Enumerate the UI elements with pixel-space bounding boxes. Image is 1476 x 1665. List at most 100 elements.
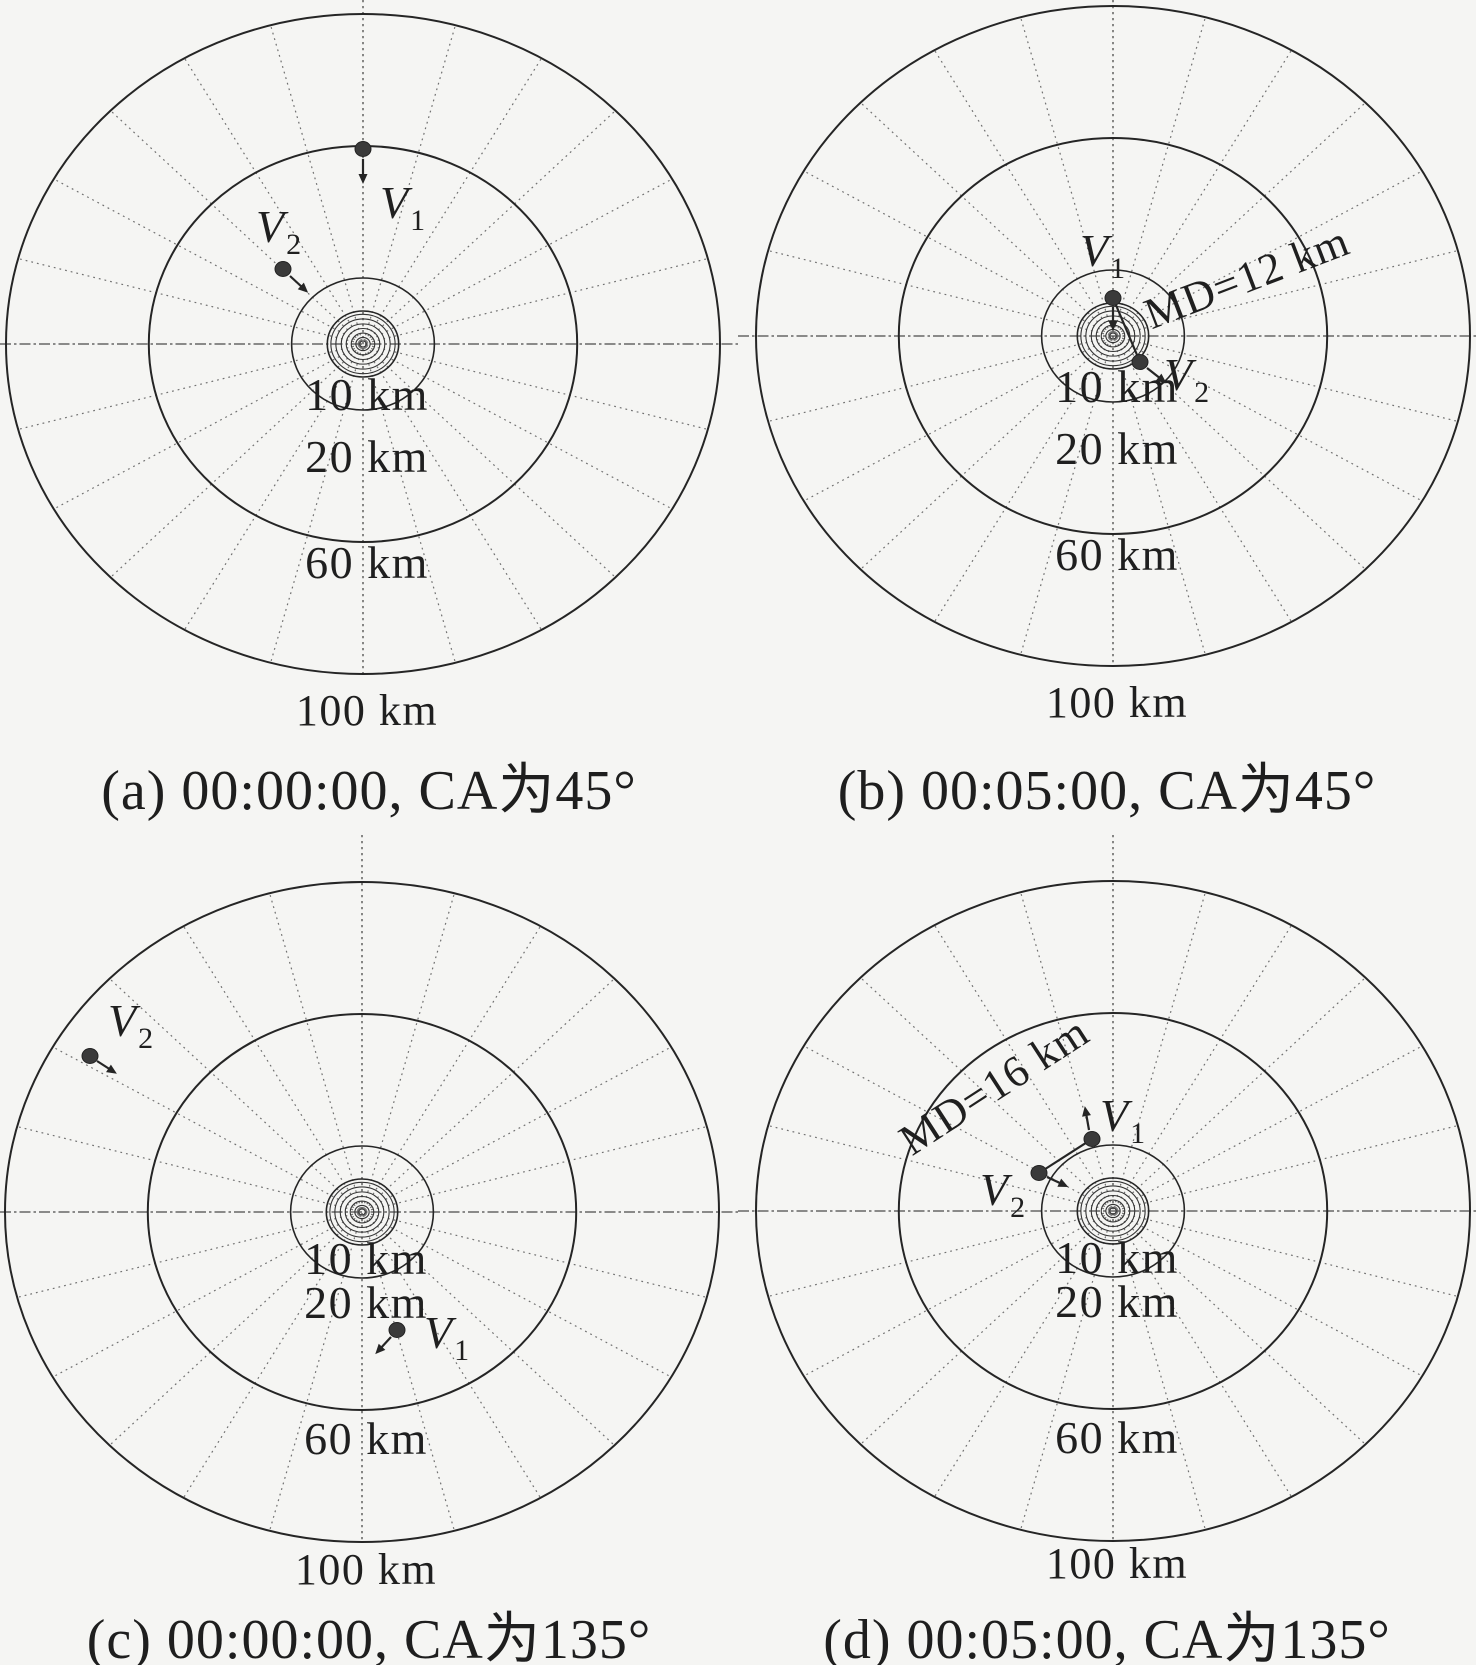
bearing-spoke-165deg xyxy=(1113,1214,1206,1530)
caption-panel-d: (d) 00:05:00, CA为135° xyxy=(823,1609,1391,1665)
aircraft-dot-V1 xyxy=(1083,1131,1101,1147)
bearing-spoke-300deg xyxy=(52,1046,360,1211)
inner-ring xyxy=(1100,1199,1126,1223)
heading-arrowhead-V2 xyxy=(1057,1178,1069,1187)
bearing-spoke-285deg xyxy=(768,250,1110,336)
miss-distance-line xyxy=(1038,1138,1093,1174)
aircraft-dot-V1 xyxy=(388,1322,406,1338)
aircraft-dot-V1 xyxy=(1104,290,1122,306)
bearing-spoke-105deg xyxy=(366,344,708,430)
caption-panel-b: (b) 00:05:00, CA为45° xyxy=(837,760,1377,822)
aircraft-label-V1: V1 xyxy=(380,177,425,237)
panel-a: 10 km 20 km 60 km 100 km V1 V2 xyxy=(0,0,738,735)
bearing-spoke-15deg xyxy=(1113,17,1206,333)
aircraft-label-V2: V2 xyxy=(256,201,301,261)
ring-label-60-km: 60 km xyxy=(304,1413,428,1464)
ring-label-10-km: 10 km xyxy=(305,369,429,420)
ring-label-20-km: 20 km xyxy=(304,1277,428,1328)
aircraft-dot-V2 xyxy=(274,261,292,277)
inner-ring xyxy=(334,1186,390,1238)
bearing-spoke-195deg xyxy=(269,1215,362,1531)
bearing-spoke-315deg xyxy=(109,978,360,1211)
inner-ring xyxy=(1105,1203,1121,1219)
bearing-spoke-195deg xyxy=(270,347,363,663)
bearing-spoke-75deg xyxy=(365,1126,707,1212)
bearing-spoke-300deg xyxy=(803,170,1111,335)
bearing-spoke-15deg xyxy=(1113,892,1206,1208)
aircraft-dot-V1 xyxy=(354,141,372,157)
bearing-spoke-345deg xyxy=(270,25,363,341)
bearing-spoke-165deg xyxy=(363,347,456,663)
ring-label-20-km: 20 km xyxy=(305,431,429,482)
heading-arrowhead-V2 xyxy=(297,282,309,293)
ring-label-10-km: 10 km xyxy=(1055,1232,1179,1283)
bearing-spoke-75deg xyxy=(1116,250,1458,336)
bearing-spoke-255deg xyxy=(768,1211,1110,1297)
range-ring-100km xyxy=(755,5,1471,667)
inner-ring xyxy=(1090,1190,1136,1232)
inner-ring xyxy=(1109,332,1117,340)
bearing-spoke-315deg xyxy=(110,110,361,343)
bearing-spoke-30deg xyxy=(363,925,542,1210)
range-ring-100km xyxy=(755,880,1471,1542)
bearing-spoke-300deg xyxy=(53,178,361,343)
inner-ring xyxy=(329,1181,395,1243)
ring-label-100-km: 100 km xyxy=(296,686,438,735)
heading-arrowhead-V1 xyxy=(375,1343,386,1355)
bearing-spoke-105deg xyxy=(1116,336,1458,422)
aircraft-dot-V2 xyxy=(1131,354,1149,370)
bearing-spoke-195deg xyxy=(1020,339,1113,655)
heading-arrowhead-V1 xyxy=(358,174,368,184)
inner-ring xyxy=(1080,305,1146,367)
bearing-spoke-195deg xyxy=(1020,1214,1113,1530)
bearing-spoke-330deg xyxy=(933,49,1112,334)
bearing-spoke-75deg xyxy=(1116,1125,1458,1211)
inner-ring xyxy=(1095,1194,1131,1228)
bearing-spoke-255deg xyxy=(17,1212,359,1298)
bearing-spoke-15deg xyxy=(363,25,456,341)
ring-label-10-km: 10 km xyxy=(304,1233,428,1284)
heading-arrowhead-V2 xyxy=(1155,373,1167,384)
bearing-spoke-285deg xyxy=(18,258,360,344)
range-ring-10km xyxy=(1076,1177,1150,1245)
aircraft-label-V2: V2 xyxy=(980,1164,1025,1224)
miss-distance-label: MD=12 km xyxy=(1138,216,1356,339)
bearing-spoke-75deg xyxy=(366,258,708,344)
bearing-spoke-255deg xyxy=(768,336,1110,422)
heading-arrowhead-V2 xyxy=(106,1064,117,1074)
bearing-spoke-165deg xyxy=(1113,339,1206,655)
bearing-spoke-165deg xyxy=(362,1215,455,1531)
bearing-spoke-315deg xyxy=(860,102,1111,335)
range-ring-20km xyxy=(1040,1144,1186,1278)
range-ring-10km xyxy=(325,1178,399,1246)
inner-ring xyxy=(349,1200,375,1224)
bearing-spoke-285deg xyxy=(17,1126,359,1212)
range-ring-60km xyxy=(146,1013,578,1411)
ring-label-100-km: 100 km xyxy=(1046,1539,1188,1588)
range-ring-10km xyxy=(326,310,400,378)
bearing-spoke-60deg xyxy=(364,1046,672,1211)
bearing-spoke-285deg xyxy=(768,1125,1110,1211)
inner-ring xyxy=(340,323,386,365)
bearing-spoke-255deg xyxy=(18,344,360,430)
bearing-spoke-345deg xyxy=(269,893,362,1209)
aircraft-dot-V2 xyxy=(81,1048,99,1064)
bearing-spoke-105deg xyxy=(1116,1211,1458,1297)
ring-label-100-km: 100 km xyxy=(1046,678,1188,727)
bearing-spoke-105deg xyxy=(365,1212,707,1298)
range-ring-60km xyxy=(897,137,1329,535)
ring-label-10-km: 10 km xyxy=(1055,361,1179,412)
range-ring-60km xyxy=(897,1012,1329,1410)
aircraft-label-V1: V1 xyxy=(1080,225,1125,285)
inner-ring xyxy=(355,336,371,352)
inner-ring xyxy=(1085,1185,1141,1237)
inner-ring xyxy=(344,1195,380,1229)
bearing-spoke-60deg xyxy=(1115,1045,1423,1210)
bearing-spoke-330deg xyxy=(183,57,362,342)
bearing-spoke-45deg xyxy=(364,978,615,1211)
